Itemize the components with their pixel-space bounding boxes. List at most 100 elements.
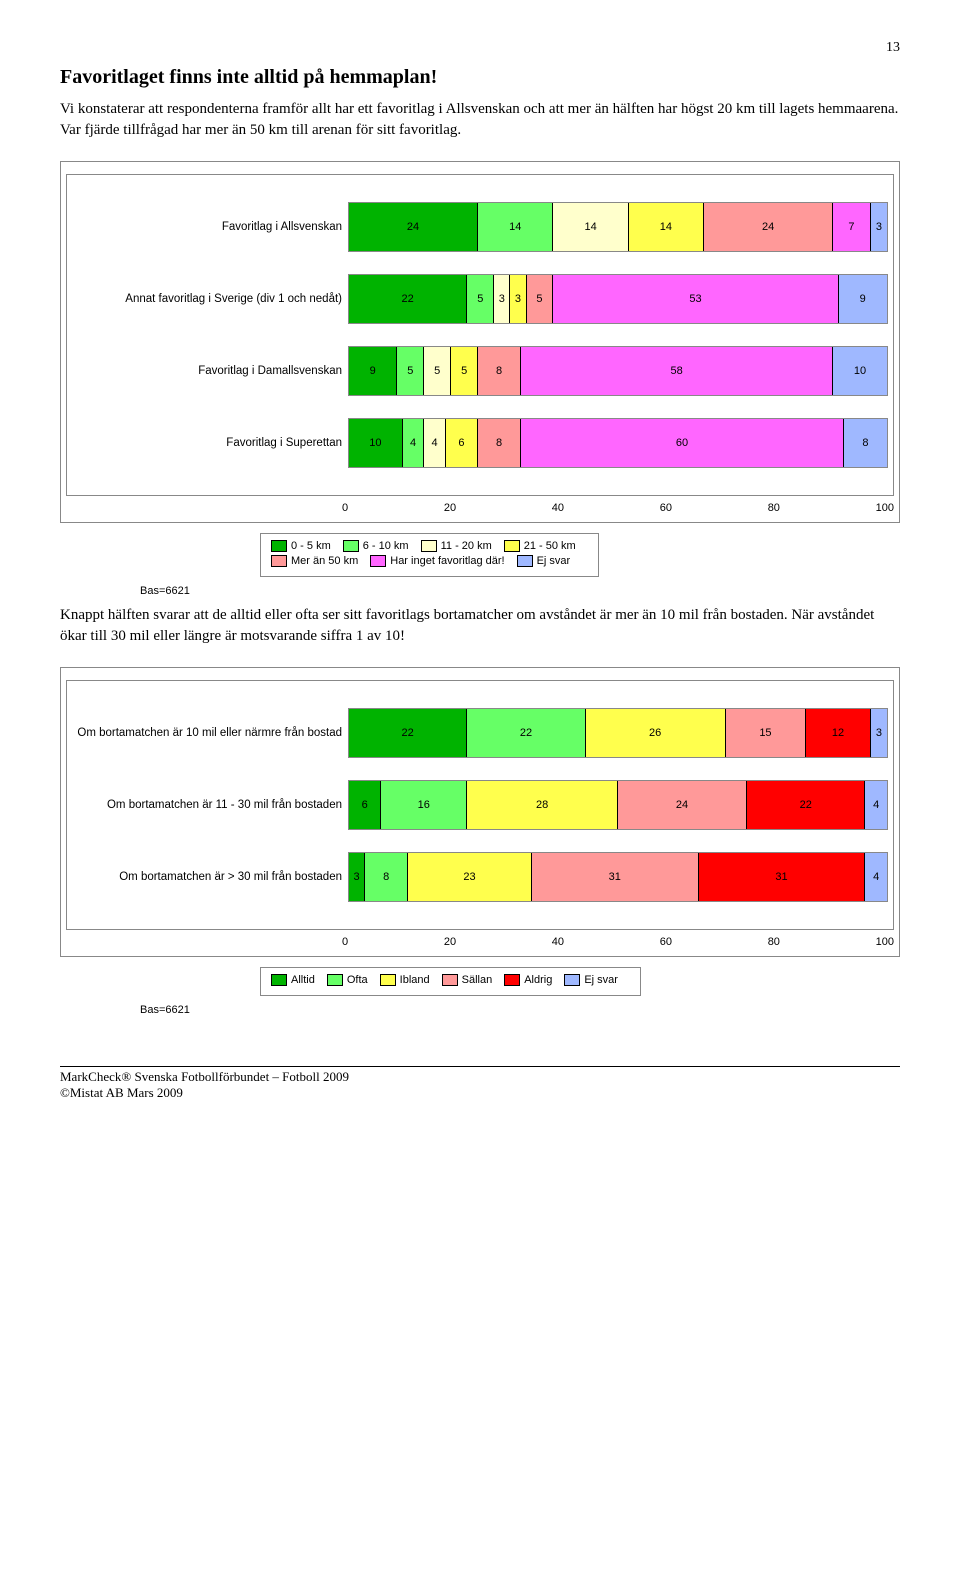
bar-segment: 31: [699, 853, 866, 901]
bar-segment: 4: [424, 419, 446, 467]
bar-segment: 8: [478, 419, 521, 467]
axis-tick: 20: [444, 502, 456, 514]
legend-label: Alltid: [291, 974, 315, 986]
bar-segment: 5: [451, 347, 478, 395]
legend-item: 0 - 5 km: [271, 540, 331, 552]
bar-segment: 15: [726, 709, 807, 757]
chart-2: Om bortamatchen är 10 mil eller närmre f…: [60, 667, 900, 957]
bar-segment: 22: [349, 709, 467, 757]
axis-tick: 0: [342, 502, 348, 514]
legend-swatch: [517, 555, 533, 567]
legend-label: Ej svar: [537, 555, 571, 567]
bar-row: Favoritlag i Allsvenskan241414142473: [72, 202, 888, 252]
legend-label: 21 - 50 km: [524, 540, 576, 552]
legend-swatch: [380, 974, 396, 986]
axis-tick: 20: [444, 936, 456, 948]
bar-label: Om bortamatchen är > 30 mil från bostade…: [72, 871, 348, 883]
bar-segment: 8: [844, 419, 887, 467]
bar-segment: 6: [349, 781, 381, 829]
chart-1-base: Bas=6621: [140, 585, 900, 597]
bar-label: Favoritlag i Superettan: [72, 437, 348, 449]
legend-item: Sällan: [442, 974, 493, 986]
legend-label: 11 - 20 km: [441, 540, 492, 552]
legend-swatch: [442, 974, 458, 986]
legend-label: 0 - 5 km: [291, 540, 331, 552]
bar-segment: 4: [865, 853, 887, 901]
legend-item: Ej svar: [564, 974, 618, 986]
axis-tick: 100: [876, 502, 894, 514]
chart-1-legend: 0 - 5 km 6 - 10 km 11 - 20 km 21 - 50 km Mer…: [260, 533, 599, 577]
bar-segment: 26: [586, 709, 726, 757]
axis-tick: 0: [342, 936, 348, 948]
bar-segment: 6: [446, 419, 478, 467]
axis-tick: 100: [876, 936, 894, 948]
bar-track: 382331314: [348, 852, 888, 902]
chart-2-legend: Alltid Ofta Ibland Sällan Aldrig Ej svar: [260, 967, 641, 996]
axis-tick: 60: [660, 502, 672, 514]
heading: Favoritlaget finns inte alltid på hemmap…: [60, 66, 900, 89]
legend-item: Mer än 50 km: [271, 555, 358, 567]
legend-swatch: [370, 555, 386, 567]
legend-item: Ibland: [380, 974, 430, 986]
legend-label: Sällan: [462, 974, 493, 986]
legend-label: Har inget favoritlag där!: [390, 555, 504, 567]
mid-paragraph: Knappt hälften svarar att de alltid elle…: [60, 605, 900, 647]
bar-segment: 16: [381, 781, 467, 829]
page-number: 13: [60, 40, 900, 56]
bar-label: Favoritlag i Allsvenskan: [72, 221, 348, 233]
legend-item: Alltid: [271, 974, 315, 986]
bar-segment: 9: [349, 347, 397, 395]
legend-item: Aldrig: [504, 974, 552, 986]
intro-paragraph: Vi konstaterar att respondenterna framfö…: [60, 99, 900, 141]
chart-2-base: Bas=6621: [140, 1004, 900, 1016]
bar-segment: 60: [521, 419, 844, 467]
bar-track: 104468608: [348, 418, 888, 468]
bar-segment: 24: [349, 203, 478, 251]
bar-segment: 7: [833, 203, 871, 251]
bar-track: 955585810: [348, 346, 888, 396]
footer-line-1: MarkCheck® Svenska Fotbollförbundet – Fo…: [60, 1069, 900, 1085]
bar-segment: 53: [553, 275, 838, 323]
legend-item: Ofta: [327, 974, 368, 986]
legend-swatch: [564, 974, 580, 986]
legend-label: 6 - 10 km: [363, 540, 409, 552]
legend-swatch: [504, 540, 520, 552]
bar-row: Annat favoritlag i Sverige (div 1 och ne…: [72, 274, 888, 324]
bar-segment: 3: [494, 275, 510, 323]
bar-segment: 14: [478, 203, 553, 251]
bar-segment: 28: [467, 781, 618, 829]
bar-label: Annat favoritlag i Sverige (div 1 och ne…: [72, 293, 348, 305]
legend-item: Har inget favoritlag där!: [370, 555, 504, 567]
bar-segment: 3: [510, 275, 526, 323]
bar-segment: 23: [408, 853, 532, 901]
bar-track: 225335539: [348, 274, 888, 324]
legend-swatch: [504, 974, 520, 986]
axis-tick: 60: [660, 936, 672, 948]
legend-item: 21 - 50 km: [504, 540, 576, 552]
axis-tick: 40: [552, 936, 564, 948]
bar-segment: 24: [704, 203, 833, 251]
bar-segment: 10: [349, 419, 403, 467]
bar-segment: 8: [478, 347, 521, 395]
footer: MarkCheck® Svenska Fotbollförbundet – Fo…: [60, 1066, 900, 1101]
bar-label: Om bortamatchen är 11 - 30 mil från bost…: [72, 799, 348, 811]
bar-row: Om bortamatchen är > 30 mil från bostade…: [72, 852, 888, 902]
bar-row: Om bortamatchen är 11 - 30 mil från bost…: [72, 780, 888, 830]
axis-tick: 80: [768, 502, 780, 514]
bar-segment: 5: [397, 347, 424, 395]
bar-segment: 14: [629, 203, 704, 251]
bar-segment: 22: [747, 781, 865, 829]
bar-label: Om bortamatchen är 10 mil eller närmre f…: [72, 727, 348, 739]
bar-track: 22222615123: [348, 708, 888, 758]
legend-label: Ofta: [347, 974, 368, 986]
bar-row: Om bortamatchen är 10 mil eller närmre f…: [72, 708, 888, 758]
chart-1: Favoritlag i Allsvenskan241414142473Anna…: [60, 161, 900, 523]
bar-segment: 12: [806, 709, 871, 757]
bar-segment: 5: [424, 347, 451, 395]
bar-segment: 58: [521, 347, 833, 395]
legend-item: Ej svar: [517, 555, 571, 567]
legend-swatch: [327, 974, 343, 986]
legend-item: 6 - 10 km: [343, 540, 409, 552]
bar-segment: 31: [532, 853, 699, 901]
bar-segment: 3: [871, 203, 887, 251]
